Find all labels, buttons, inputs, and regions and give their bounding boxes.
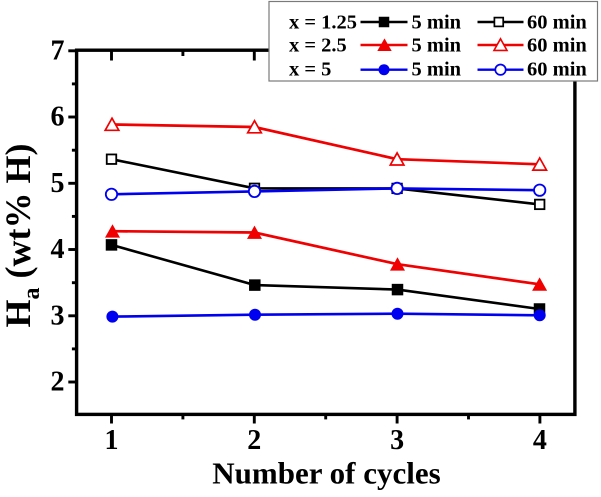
svg-text:6: 6 <box>51 102 65 133</box>
svg-text:3: 3 <box>51 300 65 331</box>
svg-text:60 min: 60 min <box>527 12 587 34</box>
svg-text:2: 2 <box>51 367 65 398</box>
svg-text:4: 4 <box>51 234 65 265</box>
svg-text:7: 7 <box>51 36 65 67</box>
svg-text:x = 1.25: x = 1.25 <box>289 12 357 34</box>
svg-text:60 min: 60 min <box>527 59 587 81</box>
svg-text:5: 5 <box>51 168 65 199</box>
svg-text:60 min: 60 min <box>527 34 587 56</box>
svg-text:4: 4 <box>533 425 547 456</box>
svg-text:x = 2.5: x = 2.5 <box>289 34 347 56</box>
svg-text:Number of cycles: Number of cycles <box>212 456 440 491</box>
svg-text:2: 2 <box>247 425 261 456</box>
svg-text:3: 3 <box>390 425 404 456</box>
svg-text:1: 1 <box>105 425 119 456</box>
svg-text:x = 5: x = 5 <box>289 59 331 81</box>
svg-text:5 min: 5 min <box>412 59 462 81</box>
svg-text:5 min: 5 min <box>412 12 462 34</box>
svg-text:5 min: 5 min <box>412 34 462 56</box>
